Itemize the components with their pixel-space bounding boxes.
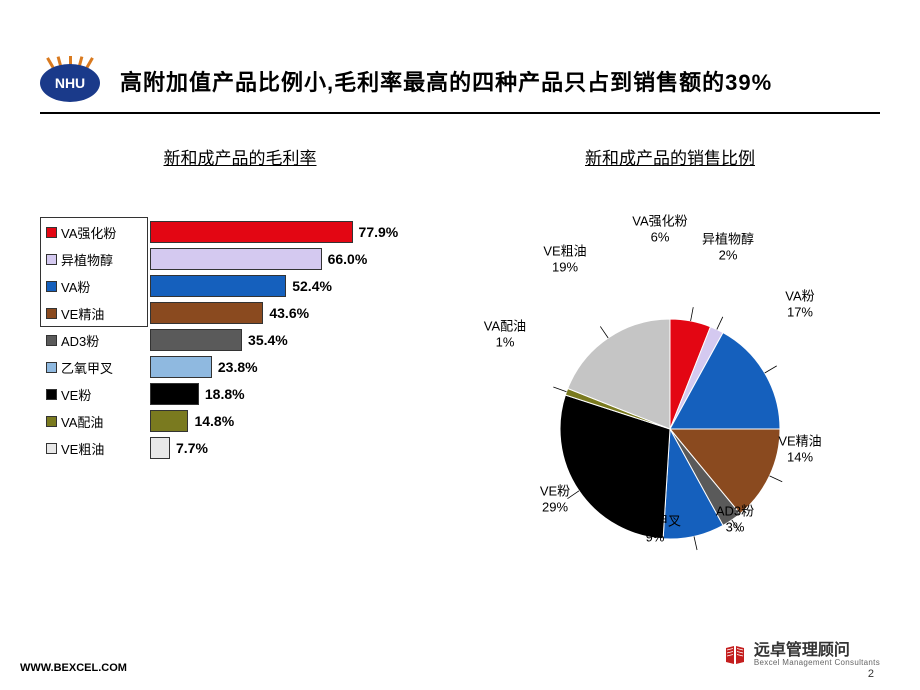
content-area: 新和成产品的毛利率 VA强化粉 77.9% 异植物醇 66.0% VA粉 52.4% VE精…	[0, 124, 920, 579]
bar-row: 异植物醇 66.0%	[40, 246, 440, 272]
legend-label: VA强化粉	[61, 223, 116, 242]
pie-label: VA配油1%	[484, 318, 526, 349]
bar-chart-panel: 新和成产品的毛利率 VA强化粉 77.9% 异植物醇 66.0% VA粉 52.4% VE精…	[40, 124, 440, 579]
legend-swatch	[46, 308, 57, 319]
legend-swatch	[46, 362, 57, 373]
pie-label: VE精油14%	[778, 433, 821, 464]
bar-row: VA强化粉 77.9%	[40, 219, 440, 245]
bar-value-label: 35.4%	[248, 332, 288, 348]
page-number: 2	[868, 668, 874, 680]
legend-label: VE粉	[61, 385, 91, 404]
footer-url: WWW.BEXCEL.COM	[20, 662, 127, 674]
bar-legend: 乙氧甲叉	[40, 358, 150, 377]
bar-track: 35.4%	[150, 329, 440, 351]
pie-leader-line	[694, 536, 697, 550]
title-divider	[40, 112, 880, 114]
bar-track: 77.9%	[150, 221, 440, 243]
bar-fill	[150, 329, 242, 351]
bar-legend: VE精油	[40, 304, 150, 323]
pie-leader-line	[717, 317, 723, 330]
legend-swatch	[46, 389, 57, 400]
pie-label: VA强化粉6%	[632, 213, 687, 244]
legend-swatch	[46, 443, 57, 454]
bar-legend: VE粗油	[40, 439, 150, 458]
bar-value-label: 14.8%	[194, 413, 234, 429]
bar-value-label: 18.8%	[205, 386, 245, 402]
footer-brand-cn: 远卓管理顾问	[754, 642, 880, 660]
bar-row: AD3粉 35.4%	[40, 327, 440, 353]
bar-value-label: 77.9%	[359, 224, 399, 240]
pie-label: VE粗油19%	[543, 243, 586, 274]
bar-fill	[150, 275, 286, 297]
pie-leader-line	[691, 307, 694, 321]
bar-row: VE粗油 7.7%	[40, 435, 440, 461]
bar-legend: VA配油	[40, 412, 150, 431]
legend-swatch	[46, 416, 57, 427]
bar-row: VA配油 14.8%	[40, 408, 440, 434]
pie-chart-title: 新和成产品的销售比例	[460, 144, 880, 169]
pie-leader-line	[600, 326, 608, 338]
bar-fill	[150, 410, 188, 432]
bar-fill	[150, 383, 199, 405]
slide-title: 高附加值产品比例小,毛利率最高的四种产品只占到销售额的39%	[120, 65, 772, 97]
legend-swatch	[46, 281, 57, 292]
bar-fill	[150, 356, 212, 378]
bar-row: VE粉 18.8%	[40, 381, 440, 407]
legend-label: VA配油	[61, 412, 103, 431]
bar-value-label: 52.4%	[292, 278, 332, 294]
bar-track: 43.6%	[150, 302, 440, 324]
pie-label: 乙氧甲叉9%	[629, 513, 681, 544]
bar-row: 乙氧甲叉 23.8%	[40, 354, 440, 380]
bar-fill	[150, 221, 353, 243]
bar-chart-title: 新和成产品的毛利率	[40, 144, 440, 169]
pie-leader-line	[765, 366, 777, 373]
bar-fill	[150, 302, 263, 324]
bar-row: VE精油 43.6%	[40, 300, 440, 326]
pie-chart-panel: 新和成产品的销售比例 VA强化粉6% 异植物醇2% VA粉17% VE精油14% AD3…	[460, 124, 880, 579]
bar-fill	[150, 437, 170, 459]
legend-label: VE粗油	[61, 439, 104, 458]
pie-leader-line	[770, 476, 783, 482]
legend-label: VA粉	[61, 277, 90, 296]
bar-track: 23.8%	[150, 356, 440, 378]
bar-track: 66.0%	[150, 248, 440, 270]
bar-chart: VA强化粉 77.9% 异植物醇 66.0% VA粉 52.4% VE精油 43.6% AD3粉…	[40, 219, 440, 461]
legend-label: 乙氧甲叉	[61, 358, 113, 377]
slide-header: NHU 高附加值产品比例小,毛利率最高的四种产品只占到销售额的39%	[0, 0, 920, 112]
bar-legend: 异植物醇	[40, 250, 150, 269]
bar-legend: VA粉	[40, 277, 150, 296]
footer-brand-en: Bexcel Management Consultants	[754, 659, 880, 668]
pie-label: VE粉29%	[540, 483, 570, 514]
legend-swatch	[46, 335, 57, 346]
pie-chart: VA强化粉6% 异植物醇2% VA粉17% VE精油14% AD3粉3% 乙氧甲叉9% VE…	[460, 199, 880, 579]
bar-row: VA粉 52.4%	[40, 273, 440, 299]
bar-value-label: 7.7%	[176, 440, 208, 456]
bar-legend: VE粉	[40, 385, 150, 404]
legend-swatch	[46, 227, 57, 238]
bar-value-label: 43.6%	[269, 305, 309, 321]
bar-legend: AD3粉	[40, 331, 150, 350]
bar-track: 7.7%	[150, 437, 440, 459]
bar-value-label: 66.0%	[328, 251, 368, 267]
pie-svg	[460, 229, 880, 629]
footer-brand: 远卓管理顾问 Bexcel Management Consultants	[724, 642, 880, 668]
bar-value-label: 23.8%	[218, 359, 258, 375]
logo-text: NHU	[40, 64, 100, 102]
bar-legend: VA强化粉	[40, 223, 150, 242]
pie-label: 异植物醇2%	[702, 231, 754, 262]
legend-label: VE精油	[61, 304, 104, 323]
pie-label: VA粉17%	[785, 288, 814, 319]
bar-track: 18.8%	[150, 383, 440, 405]
bar-track: 14.8%	[150, 410, 440, 432]
pie-label: AD3粉3%	[716, 503, 754, 534]
legend-swatch	[46, 254, 57, 265]
bar-fill	[150, 248, 322, 270]
legend-label: AD3粉	[61, 331, 99, 350]
nhu-logo: NHU	[40, 60, 100, 102]
bar-track: 52.4%	[150, 275, 440, 297]
legend-label: 异植物醇	[61, 250, 113, 269]
bexcel-logo-icon	[724, 643, 748, 667]
pie-leader-line	[553, 387, 566, 392]
